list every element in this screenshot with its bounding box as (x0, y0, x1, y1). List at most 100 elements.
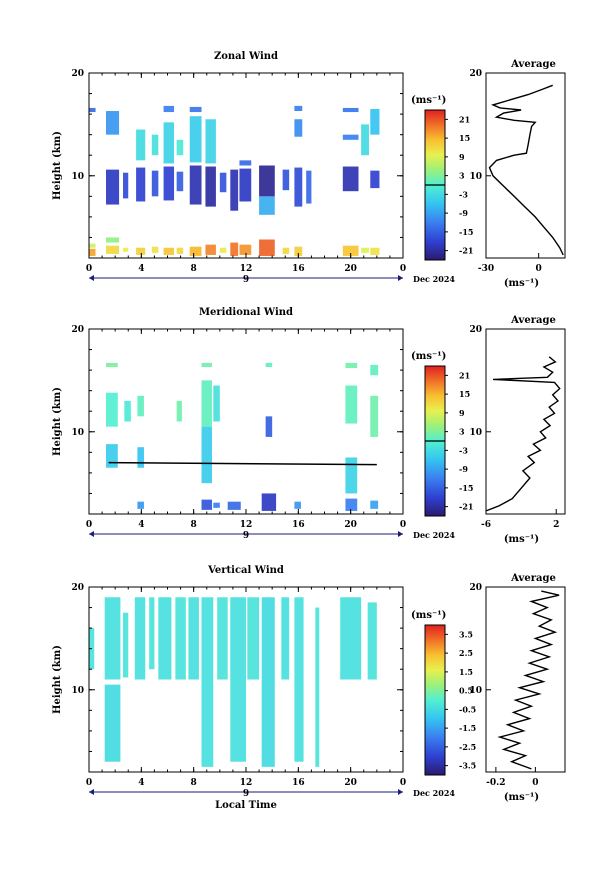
vertical-colorbar-label-7: -3.5 (459, 761, 476, 771)
meridional-cell-0-0 (106, 444, 118, 468)
meridional-cell-4-3 (201, 362, 212, 368)
vertical-ylabel: Height (km) (52, 645, 63, 714)
zonal-average-unit: (ms⁻¹) (504, 278, 539, 289)
meridional-ylabel: Height (km) (52, 387, 63, 456)
zonal-cell-11-2 (239, 160, 252, 166)
zonal-xtick-label-6: 0 (400, 264, 406, 274)
zonal-average-ytick-label-1: 20 (469, 69, 482, 79)
zonal-ytick-label-1: 20 (71, 69, 84, 79)
meridional-cell-1-0 (124, 400, 131, 422)
zonal-colorbar-label-7: -21 (459, 246, 473, 256)
vertical-cell-6-0 (175, 597, 186, 680)
vertical-title: Vertical Wind (207, 565, 284, 576)
zonal-colorbar-label-5: -9 (459, 208, 468, 218)
meridional-cell-7-0 (265, 416, 273, 437)
meridional-xtick-label-4: 16 (292, 520, 305, 530)
zonal-xtick-label-5: 20 (344, 264, 357, 274)
zonal-average-ytick-label-0: 10 (469, 172, 482, 182)
zonal-cell-12-0 (259, 239, 275, 256)
zonal-cell-1-3 (106, 111, 120, 135)
meridional-colorbar-label-5: -9 (459, 464, 468, 474)
zonal-cell-0-0 (89, 248, 96, 256)
vertical-day-arrow-right (398, 789, 403, 795)
zonal-cell-4-2 (151, 134, 159, 156)
vertical-cell-10-0 (230, 597, 246, 762)
meridional-cell-2-0 (137, 501, 144, 509)
meridional-cell-2-2 (137, 395, 144, 417)
zonal-average-panel: Average -30 0 10 20 (ms⁻¹) (469, 59, 566, 289)
zonal-cell-6-1 (176, 171, 184, 192)
meridional-cell-4-2 (201, 380, 212, 427)
zonal-cell-8-2 (205, 119, 216, 164)
zonal-cell-7-3 (189, 106, 202, 113)
zonal-cell-10-0 (230, 242, 239, 256)
zonal-cell-5-2 (163, 122, 175, 164)
zonal-cell-3-1 (136, 167, 146, 202)
zonal-cell-2-0 (123, 247, 129, 252)
zonal-colorbar-label-3: 3 (459, 171, 465, 181)
zonal-cell-14-2 (294, 119, 303, 137)
zonal-cell-14-1 (294, 167, 303, 207)
zonal-cell-8-1 (205, 166, 216, 207)
vertical-cell-9-0 (217, 597, 228, 680)
zonal-cell-17-1 (361, 124, 369, 156)
zonal-cell-16-3 (342, 107, 359, 113)
meridional-xtick-label-2: 8 (191, 520, 197, 530)
zonal-cell-4-1 (151, 170, 159, 197)
meridional-day-marker: 9 (243, 531, 249, 541)
meridional-colorbar-label-0: 21 (459, 370, 470, 380)
zonal-day-marker: 9 (243, 275, 249, 285)
zonal-cell-14-0 (294, 246, 303, 256)
meridional-colorbar-label-1: 15 (459, 389, 470, 399)
vertical-average-unit: (ms⁻¹) (504, 792, 539, 803)
vertical-average-ytick-label-0: 10 (469, 686, 482, 696)
vertical-ytick-label-1: 20 (71, 583, 84, 593)
meridional-cell-10-0 (345, 498, 358, 511)
zonal-cell-5-3 (163, 105, 175, 113)
meridional-cell-3-0 (176, 400, 182, 422)
zonal-xtick-label-1: 4 (138, 264, 144, 274)
zonal-date-label: Dec 2024 (413, 274, 455, 284)
zonal-cell-9-1 (219, 172, 227, 193)
vertical-colorbar-label-3: 0.5 (459, 686, 473, 696)
meridional-cell-10-1 (345, 457, 358, 494)
zonal-cell-16-2 (342, 134, 359, 140)
meridional-colorbar-label-4: -3 (459, 445, 468, 455)
meridional-date-label: Dec 2024 (413, 530, 455, 540)
vertical-cells (89, 597, 377, 767)
zonal-cell-18-0 (370, 247, 380, 255)
zonal-colorbar-label-0: 21 (459, 114, 470, 124)
vertical-colorbar-label-5: -1.5 (459, 723, 476, 733)
vertical-date-label: Dec 2024 (413, 788, 455, 798)
zonal-cell-11-1 (239, 168, 252, 202)
zonal-cell-12-1 (259, 196, 275, 215)
meridional-average-frame (485, 328, 566, 515)
vertical-cell-11-0 (247, 597, 260, 680)
vertical-cell-14-0 (294, 597, 304, 762)
zonal-day-arrow-left (89, 275, 94, 281)
meridional-cell-10-3 (345, 362, 358, 369)
meridional-cell-0-2 (106, 362, 118, 368)
zonal-colorbar-label-1: 15 (459, 133, 470, 143)
zonal-cell-13-1 (282, 169, 290, 191)
vertical-average-xtick-label-1: 0 (532, 778, 538, 788)
zonal-xtick-label-3: 12 (240, 264, 253, 274)
zonal-colorbar-label-4: -3 (459, 189, 468, 199)
zonal-cell-1-0 (106, 245, 120, 254)
meridional-average-ytick-label-0: 10 (469, 428, 482, 438)
zonal-title: Zonal Wind (214, 51, 278, 62)
vertical-xtick-label-2: 8 (191, 778, 197, 788)
meridional-title: Meridional Wind (199, 307, 293, 318)
vertical-colorbar (424, 624, 446, 776)
zonal-cell-16-1 (342, 166, 359, 192)
zonal-cell-3-2 (136, 129, 146, 161)
meridional-ytick-label-0: 10 (71, 428, 84, 438)
meridional-cell-7-1 (265, 362, 273, 368)
vertical-colorbar-label-0: 3.5 (459, 629, 473, 639)
vertical-average-profile (497, 590, 560, 770)
meridional-day-arrow-right (398, 531, 403, 537)
zonal-cell-5-1 (163, 166, 175, 201)
zonal-cell-0-1 (89, 243, 96, 248)
vertical-cell-2-0 (123, 612, 129, 678)
zonal-average-xtick-label-0: -30 (478, 264, 494, 274)
